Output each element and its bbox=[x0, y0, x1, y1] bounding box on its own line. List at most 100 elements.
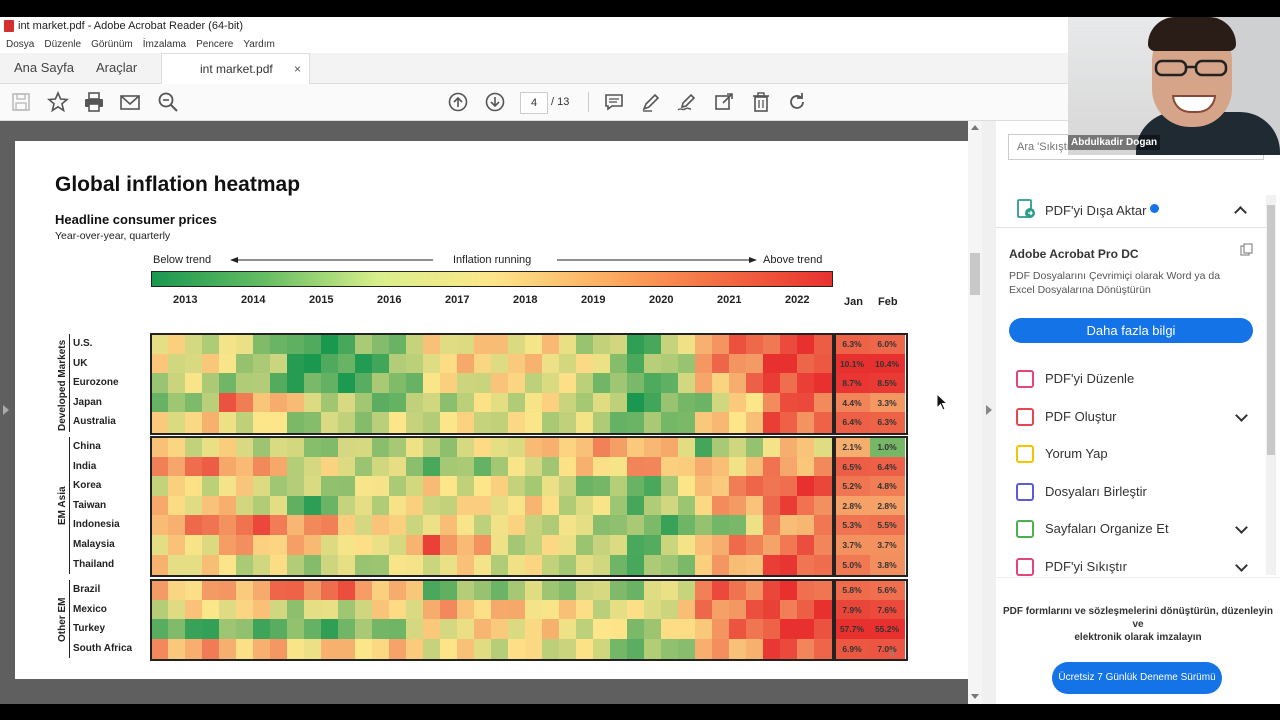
heatmap-cell bbox=[406, 373, 424, 394]
chevron-down-icon[interactable] bbox=[1235, 521, 1248, 534]
email-icon[interactable] bbox=[119, 91, 141, 113]
document-area[interactable]: Global inflation heatmap Headline consum… bbox=[0, 121, 968, 704]
menu-item[interactable]: Düzenle bbox=[44, 39, 82, 50]
heatmap-cell bbox=[338, 412, 356, 433]
chevron-up-icon[interactable] bbox=[1234, 206, 1247, 219]
heatmap-cell bbox=[168, 373, 186, 394]
tools-scrollbar-thumb[interactable] bbox=[1267, 205, 1275, 455]
rotate-icon[interactable] bbox=[786, 91, 808, 113]
heatmap-cell bbox=[797, 437, 815, 458]
menu-item[interactable]: Dosya bbox=[6, 39, 35, 50]
heatmap-cell bbox=[253, 353, 271, 374]
heatmap-cell bbox=[151, 334, 169, 355]
heatmap-cell bbox=[372, 334, 390, 355]
scroll-up-icon[interactable] bbox=[971, 125, 979, 130]
latest-value-cell bbox=[835, 619, 870, 640]
more-info-button[interactable]: Daha fazla bilgi bbox=[1009, 318, 1253, 343]
latest-value-cell bbox=[870, 515, 905, 536]
latest-values-frame bbox=[834, 333, 908, 435]
heatmap-cell bbox=[797, 535, 815, 556]
tool-item[interactable]: Yorum Yap bbox=[1045, 446, 1108, 461]
heatmap-cell bbox=[593, 456, 611, 477]
heatmap-cell bbox=[406, 638, 424, 659]
year-label: 2014 bbox=[241, 294, 266, 306]
latest-value-cell bbox=[870, 476, 905, 497]
heatmap-cell bbox=[491, 373, 509, 394]
heatmap-cell bbox=[593, 638, 611, 659]
menu-item[interactable]: Yardım bbox=[243, 39, 275, 50]
tab-document-label: int market.pdf bbox=[200, 62, 273, 76]
heatmap-cell bbox=[151, 437, 169, 458]
page-up-icon[interactable] bbox=[447, 91, 469, 113]
heatmap-cell bbox=[746, 373, 764, 394]
comment-icon[interactable] bbox=[603, 91, 625, 113]
heatmap-cell bbox=[355, 619, 373, 640]
tools-scrollbar[interactable] bbox=[1266, 195, 1276, 575]
heatmap-cell bbox=[457, 334, 475, 355]
heatmap-cell bbox=[729, 476, 747, 497]
heatmap-cell bbox=[253, 476, 271, 497]
tab-bar: Ana Sayfa Araçlar int market.pdf × bbox=[0, 53, 1068, 85]
export-pdf-label[interactable]: PDF'yi Dışa Aktar bbox=[1045, 203, 1147, 218]
heatmap-cell bbox=[423, 392, 441, 413]
menu-item[interactable]: Pencere bbox=[196, 39, 234, 50]
tab-document[interactable]: int market.pdf × bbox=[161, 53, 310, 85]
heatmap-cell bbox=[508, 437, 526, 458]
heatmap-cell bbox=[610, 353, 628, 374]
star-icon[interactable] bbox=[47, 91, 69, 113]
tool-item[interactable]: PDF'yi Sıkıştır bbox=[1045, 558, 1127, 574]
free-trial-button[interactable]: Ücretsiz 7 Günlük Deneme Sürümü bbox=[1052, 662, 1222, 694]
heatmap-cell bbox=[712, 619, 730, 640]
scrollbar-thumb[interactable] bbox=[970, 253, 980, 295]
country-label: Brazil bbox=[73, 584, 101, 595]
tool-item[interactable]: Sayfaları Organize Et bbox=[1045, 521, 1169, 536]
heatmap-cell bbox=[525, 554, 543, 575]
heatmap-cell bbox=[372, 535, 390, 556]
heatmap-cell bbox=[746, 412, 764, 433]
heatmap-cell bbox=[423, 495, 441, 516]
left-panel-toggle-icon[interactable] bbox=[3, 405, 9, 415]
heatmap-cell bbox=[712, 353, 730, 374]
heatmap-cell bbox=[746, 437, 764, 458]
heatmap-cell bbox=[661, 392, 679, 413]
page-number-input[interactable]: 4 bbox=[520, 92, 548, 114]
heatmap-cell bbox=[372, 353, 390, 374]
tool-item[interactable]: PDF Oluştur bbox=[1045, 408, 1117, 424]
trash-icon[interactable] bbox=[750, 91, 772, 113]
menu-bar: Dosya Düzenle Görünüm İmzalama Pencere Yardım bbox=[0, 36, 1068, 53]
heatmap-cell bbox=[151, 476, 169, 497]
tab-home[interactable]: Ana Sayfa bbox=[14, 60, 74, 75]
sign-icon[interactable] bbox=[676, 91, 698, 113]
print-icon[interactable] bbox=[83, 91, 105, 113]
menu-item[interactable]: Görünüm bbox=[91, 39, 133, 50]
chevron-down-icon[interactable] bbox=[1235, 558, 1248, 572]
chevron-down-icon[interactable] bbox=[1235, 408, 1248, 422]
tab-tools[interactable]: Araçlar bbox=[96, 60, 138, 75]
vertical-scrollbar[interactable] bbox=[968, 121, 982, 704]
close-tab-icon[interactable]: × bbox=[294, 62, 302, 76]
heatmap-cell bbox=[287, 476, 305, 497]
share-icon[interactable] bbox=[713, 91, 735, 113]
menu-item[interactable]: İmzalama bbox=[142, 39, 187, 50]
page-down-icon[interactable] bbox=[484, 91, 506, 113]
latest-value-cell bbox=[835, 437, 870, 458]
latest-value-label: 10.4% bbox=[874, 358, 900, 369]
zoom-search-icon[interactable] bbox=[157, 91, 179, 113]
heatmap-cell bbox=[236, 535, 254, 556]
heatmap-cell bbox=[202, 334, 220, 355]
heatmap-cell bbox=[321, 554, 339, 575]
tool-item[interactable]: Dosyaları Birleştir bbox=[1045, 483, 1147, 499]
heatmap-cell bbox=[542, 373, 560, 394]
latest-value-cell bbox=[870, 580, 905, 601]
copy-icon[interactable] bbox=[1240, 243, 1254, 257]
pen-icon[interactable] bbox=[640, 91, 662, 113]
heatmap-cell bbox=[219, 495, 237, 516]
latest-value-label: 7.9% bbox=[842, 604, 862, 615]
tool-item[interactable]: PDF'yi Düzenle bbox=[1045, 371, 1135, 386]
heatmap-cell bbox=[491, 456, 509, 477]
right-pane-toggle-icon[interactable] bbox=[986, 405, 992, 415]
latest-value-label: 7.0% bbox=[877, 643, 897, 654]
scroll-down-icon[interactable] bbox=[971, 694, 979, 699]
save-icon[interactable] bbox=[10, 91, 32, 113]
heatmap-cell bbox=[219, 619, 237, 640]
